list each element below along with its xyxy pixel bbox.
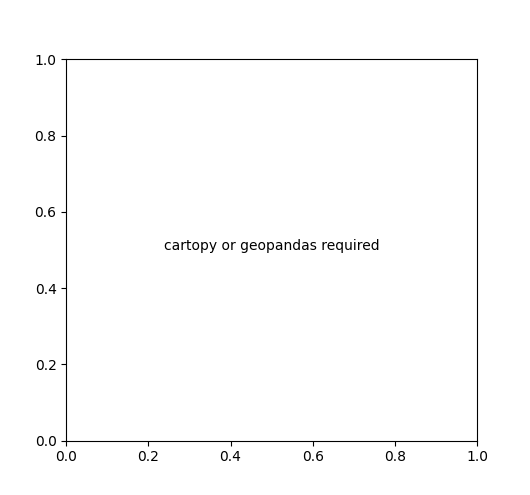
Text: cartopy or geopandas required: cartopy or geopandas required	[164, 239, 379, 253]
